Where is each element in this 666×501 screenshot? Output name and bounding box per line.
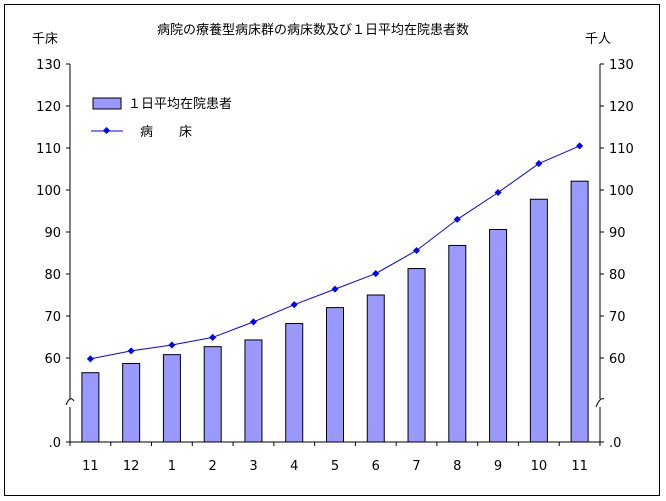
line-point (249, 318, 257, 326)
left-y-tick-label: 60 (44, 352, 61, 367)
line-point (535, 160, 543, 168)
left-y-tick-label: 100 (36, 184, 61, 199)
line-point (453, 215, 461, 223)
bar (529, 198, 548, 443)
x-tick-label: 9 (494, 459, 502, 474)
right-y-tick-label: 70 (609, 310, 626, 325)
x-tick-label: 6 (372, 459, 380, 474)
line-point (576, 142, 584, 150)
line-point (168, 341, 176, 349)
bar (570, 180, 589, 443)
bar (407, 268, 426, 443)
x-tick-label: 11 (82, 459, 99, 474)
right-y-tick-label: 90 (609, 226, 626, 241)
x-tick-label: 11 (571, 459, 588, 474)
left-y-tick-label: 120 (36, 100, 61, 115)
legend-bar-swatch (92, 97, 122, 110)
x-tick-label: 8 (453, 459, 461, 474)
bar (326, 307, 344, 443)
chart: 病院の療養型病床群の病床数及び１日平均在院患者数 千床 千人 130120110… (32, 22, 634, 474)
left-y-tick-label: 80 (44, 268, 61, 283)
left-y-tick-label: 110 (36, 142, 61, 157)
line-point (331, 285, 339, 293)
right-y-tick-label: 120 (609, 100, 634, 115)
right-y-tick-label: 100 (609, 184, 634, 199)
bar (448, 244, 467, 443)
x-tick-label: 7 (412, 459, 420, 474)
left-axis-unit: 千床 (32, 32, 58, 47)
left-axis-break-mark (65, 398, 75, 406)
x-tick-label: 2 (209, 459, 217, 474)
left-y-tick-label: 130 (36, 58, 61, 73)
line-point (86, 355, 94, 363)
chart-frame: 病院の療養型病床群の病床数及び１日平均在院患者数 千床 千人 130 120 110… (4, 4, 660, 496)
legend-bar-label: １日平均在院患者 (128, 97, 232, 112)
bar (162, 354, 181, 443)
bar (244, 339, 263, 443)
legend-line-label: 病 床 (140, 125, 192, 140)
left-y-tick-label: 70 (44, 310, 61, 325)
x-tick-label: 3 (249, 459, 257, 474)
line-point (413, 246, 421, 255)
bar (122, 362, 141, 443)
x-tick-label: 1 (168, 459, 176, 474)
left-y-tick-label: .0 (49, 436, 61, 451)
x-tick-label: 4 (290, 459, 298, 474)
right-y-tick-label: 130 (609, 58, 634, 73)
line-point (209, 333, 217, 341)
bar (285, 323, 304, 443)
right-y-tick-label: 110 (609, 142, 634, 157)
line-point (290, 301, 298, 309)
line-point (372, 270, 380, 278)
x-tick-label: 5 (331, 459, 339, 474)
right-y-tick-label: .0 (609, 436, 621, 451)
right-y-tick-label: 80 (609, 268, 626, 283)
right-y-tick-label: 60 (609, 352, 626, 367)
bar (81, 372, 100, 443)
bar (203, 346, 222, 443)
chart-title: 病院の療養型病床群の病床数及び１日平均在院患者数 (157, 22, 469, 38)
legend: １日平均在院患者 病 床 (91, 97, 232, 140)
x-tick-label: 10 (531, 459, 548, 474)
x-tick-label: 12 (123, 459, 140, 474)
right-axis-unit: 千人 (585, 32, 611, 47)
right-axis-break-mark (595, 398, 605, 408)
legend-line-marker (102, 126, 111, 135)
bar (366, 294, 385, 443)
line-point (494, 188, 502, 197)
bar (489, 228, 508, 443)
line-point (127, 347, 135, 355)
left-y-tick-label: 90 (44, 226, 61, 241)
